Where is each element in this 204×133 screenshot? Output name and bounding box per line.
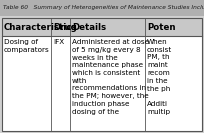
Text: Dosing of
comparators: Dosing of comparators [4, 39, 50, 53]
Text: Characteristics: Characteristics [4, 22, 78, 32]
Bar [0, 0, 204, 16]
Text: Drug: Drug [53, 22, 77, 32]
Text: IFX: IFX [53, 39, 64, 45]
Text: Administered at dose
of 5 mg/kg every 8
weeks in the
maintenance phase
which is : Administered at dose of 5 mg/kg every 8 … [72, 39, 149, 115]
Text: Poten: Poten [147, 22, 175, 32]
Bar [2, 18, 202, 131]
Bar [2, 18, 202, 131]
Text: When
consist
PM, th
maint
recom
in the
the ph

Additi
multip: When consist PM, th maint recom in the t… [147, 39, 172, 115]
Text: Table 60   Summary of Heterogeneities of Maintenance Studies Included in the Ind: Table 60 Summary of Heterogeneities of M… [3, 5, 204, 11]
Bar [2, 18, 202, 36]
Text: Details: Details [72, 22, 106, 32]
